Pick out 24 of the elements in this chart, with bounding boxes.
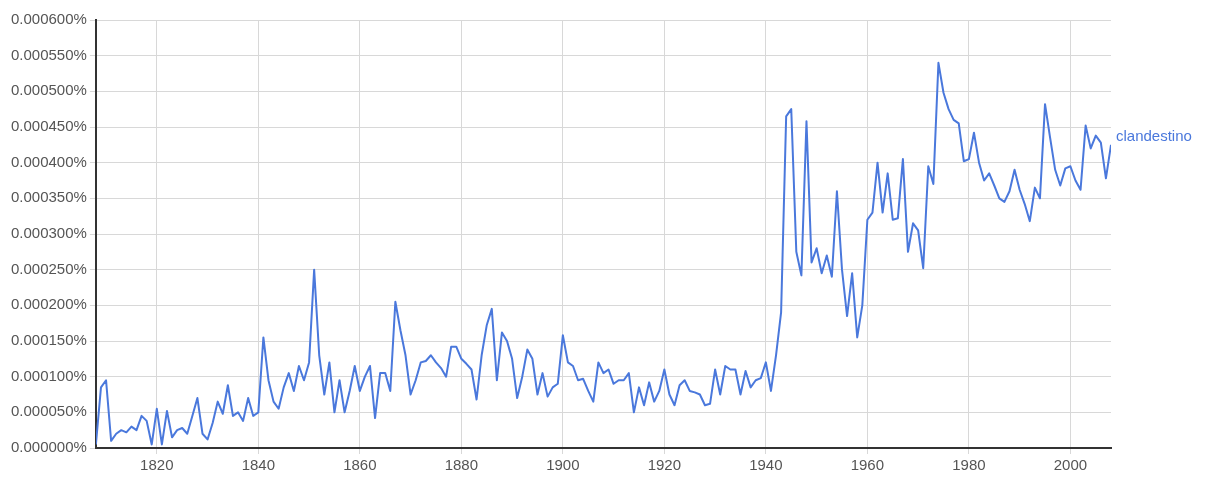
y-tick-label: 0.000600% — [10, 10, 87, 28]
y-tick-label: 0.000250% — [10, 259, 87, 277]
x-tick-label: 1860 — [343, 456, 377, 474]
y-tick-label: 0.000200% — [10, 295, 87, 313]
y-tick-label: 0.000350% — [10, 188, 87, 206]
x-tick-label: 1920 — [647, 456, 682, 474]
y-tick-label: 0.000150% — [10, 331, 87, 349]
x-tick-label: 2000 — [1053, 456, 1088, 474]
y-tick-label: 0.000100% — [10, 366, 87, 384]
y-tick-label: 0.000000% — [10, 438, 87, 456]
x-tick-label: 1900 — [546, 456, 580, 474]
y-tick-label: 0.000550% — [10, 45, 87, 63]
x-tick-label: 1960 — [850, 456, 885, 474]
series-label: clandestino — [1116, 126, 1192, 144]
y-tick-label: 0.000500% — [10, 81, 87, 99]
x-tick-label: 1880 — [444, 456, 479, 474]
x-tick-label: 1820 — [140, 456, 174, 474]
y-tick-label: 0.000450% — [10, 117, 87, 135]
y-tick-label: 0.000300% — [10, 224, 87, 242]
x-tick-label: 1980 — [952, 456, 986, 474]
y-tick-label: 0.000400% — [10, 152, 87, 170]
x-tick-label: 1840 — [241, 456, 275, 474]
y-tick-label: 0.000050% — [10, 402, 87, 420]
x-tick-label: 1940 — [749, 456, 783, 474]
